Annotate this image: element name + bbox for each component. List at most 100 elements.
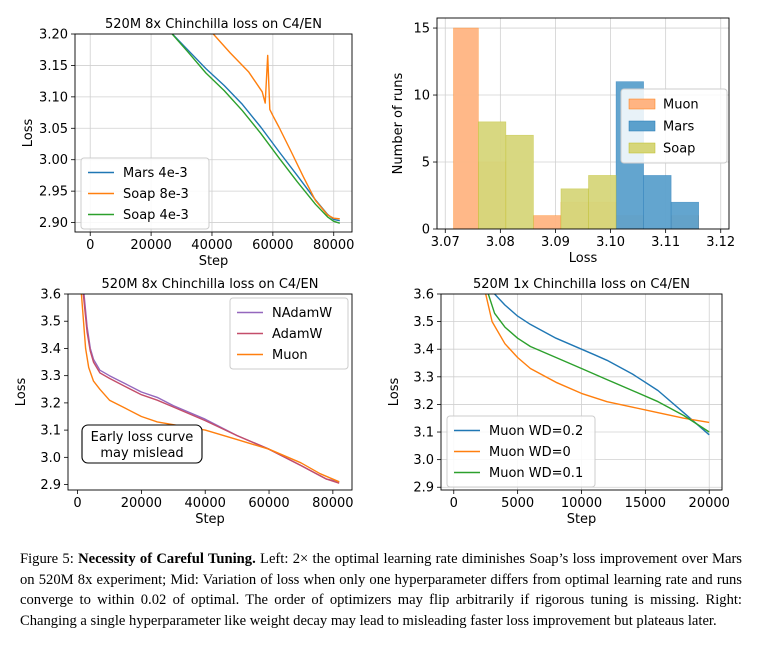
x-tick-label: 80000	[312, 496, 353, 511]
y-tick-label: 3.6	[413, 288, 434, 303]
plot-area	[80, 294, 340, 484]
chart-2: 3.07 3.08 3.09 3.10 3.11 3.12 0 5 10 15 Loss Number…	[391, 17, 735, 266]
hist-bar	[533, 215, 562, 229]
legend-label: Soap	[663, 142, 695, 157]
annotation-line-2: may mislead	[100, 446, 183, 461]
hist-bar	[588, 175, 617, 229]
y-tick-label: 3.5	[40, 315, 61, 330]
chart-1: 0 20000 40000 60000 80000 2.90 2.95 3.00 3.05 3.1…	[21, 17, 354, 269]
y-axis-label: Loss	[21, 119, 36, 148]
y-tick-label: 3.6	[40, 288, 61, 303]
annotation-line-1: Early loss curve	[91, 430, 194, 445]
y-tick-label: 3.20	[39, 28, 68, 43]
legend-label: Muon	[663, 98, 699, 113]
x-tick-label: 10000	[561, 496, 602, 511]
y-tick-label: 2.9	[413, 481, 434, 496]
legend-box	[229, 297, 349, 370]
legend-label: Muon WD=0	[489, 445, 571, 460]
x-tick-label: 60000	[252, 238, 293, 253]
legend-label: Soap 4e-3	[123, 208, 189, 223]
series-line	[82, 294, 340, 484]
x-tick-label: 3.12	[706, 235, 735, 250]
chart-3: 0 20000 40000 60000 80000 2.9 3.0 3.1 3.2 3.3 3.4 3…	[14, 277, 354, 527]
figure-caption: Figure 5: Necessity of Careful Tuning. L…	[20, 549, 742, 631]
y-axis-label: Number of runs	[391, 72, 406, 174]
x-tick-label: 40000	[185, 496, 226, 511]
x-tick-label: 0	[86, 238, 94, 253]
x-tick-label: 60000	[248, 496, 289, 511]
y-tick-label: 3.05	[39, 122, 68, 137]
legend-label: Soap 8e-3	[123, 187, 189, 202]
hist-bar	[505, 134, 534, 229]
y-tick-label: 10	[413, 89, 430, 104]
series-line	[80, 294, 340, 483]
y-tick-label: 3.0	[413, 453, 434, 468]
x-tick-label: 20000	[130, 238, 171, 253]
y-tick-label: 3.00	[39, 153, 68, 168]
series-line	[485, 294, 710, 424]
x-axis-label: Step	[199, 254, 229, 269]
legend-label: AdamW	[272, 327, 323, 342]
legend-label: Mars	[663, 120, 695, 135]
plot-frame	[67, 293, 353, 491]
x-tick-label: 5000	[501, 496, 534, 511]
x-axis-label: Step	[567, 512, 597, 527]
y-axis-label: Loss	[387, 378, 402, 407]
y-tick-label: 3.1	[413, 426, 434, 441]
legend-label: Muon WD=0.1	[489, 466, 583, 481]
chart-title: 520M 1x Chinchilla loss on C4/EN	[473, 277, 690, 292]
x-tick-label: 80000	[313, 238, 354, 253]
legend-box	[80, 157, 210, 230]
x-tick-label: 3.11	[651, 235, 680, 250]
chart-title: 520M 8x Chinchilla loss on C4/EN	[105, 17, 322, 32]
y-tick-label: 2.9	[40, 478, 61, 493]
y-tick-label: 3.1	[40, 424, 61, 439]
plot-frame	[74, 33, 353, 233]
plot-area	[453, 27, 699, 229]
legend-box	[446, 415, 596, 488]
legend-label: NAdamW	[272, 306, 332, 321]
x-tick-label: 3.10	[596, 235, 625, 250]
legend-swatch	[628, 120, 656, 132]
hist-bar	[670, 201, 699, 229]
x-tick-label: 20000	[689, 496, 730, 511]
x-axis-label: Step	[195, 512, 225, 527]
x-tick-label: 15000	[625, 496, 666, 511]
y-tick-label: 5	[422, 156, 430, 171]
caption-bold: Necessity of Careful Tuning.	[78, 551, 256, 567]
legend-swatch	[628, 98, 656, 110]
x-tick-label: 20000	[121, 496, 162, 511]
chart-title: 520M 8x Chinchilla loss on C4/EN	[102, 277, 319, 292]
y-tick-label: 3.5	[413, 315, 434, 330]
x-axis-label: Loss	[569, 251, 598, 266]
caption-prefix: Figure 5:	[20, 551, 79, 567]
y-tick-label: 15	[413, 22, 430, 37]
y-tick-label: 0	[422, 223, 430, 238]
caption-body: Left: 2× the optimal learning rate dimin…	[20, 551, 742, 629]
x-tick-label: 3.07	[431, 235, 460, 250]
hist-bar	[478, 121, 507, 229]
series-line	[212, 34, 340, 220]
x-tick-label: 0	[450, 496, 458, 511]
plot-frame	[436, 17, 730, 230]
y-axis-label: Loss	[14, 378, 29, 407]
annotation-box	[81, 424, 203, 464]
legend-label: Muon	[272, 348, 308, 363]
x-tick-label: 3.08	[486, 235, 515, 250]
x-tick-label: 0	[73, 496, 81, 511]
x-tick-label: 40000	[191, 238, 232, 253]
x-tick-label: 3.09	[541, 235, 570, 250]
figure: 0 20000 40000 60000 800002.902.953.003.053.1…	[14, 17, 735, 527]
plot-area	[171, 34, 341, 224]
y-tick-label: 3.3	[413, 370, 434, 385]
y-tick-label: 3.2	[413, 398, 434, 413]
y-tick-label: 3.4	[413, 343, 434, 358]
legend-swatch	[628, 142, 656, 154]
hist-bar	[643, 175, 672, 229]
y-tick-label: 3.4	[40, 342, 61, 357]
plot-area	[485, 294, 710, 436]
y-tick-label: 3.3	[40, 369, 61, 384]
legend-label: Muon WD=0.2	[489, 424, 583, 439]
y-tick-label: 3.15	[39, 59, 68, 74]
y-tick-label: 3.10	[39, 90, 68, 105]
